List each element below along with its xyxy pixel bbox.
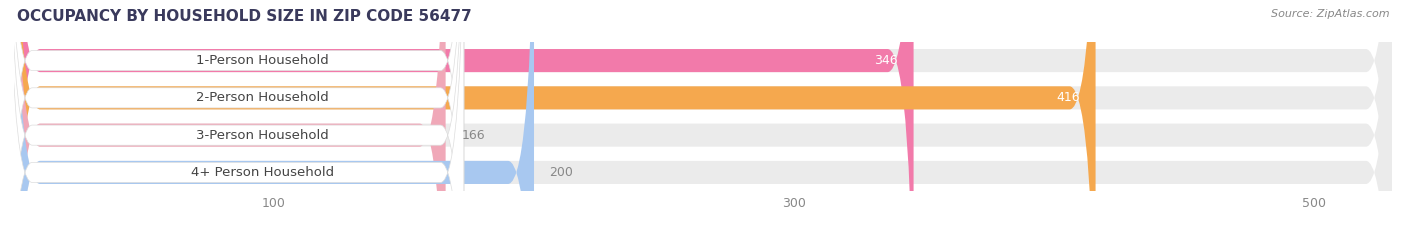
Text: 416: 416 (1056, 91, 1080, 104)
Text: 4+ Person Household: 4+ Person Household (191, 166, 333, 179)
Text: 2-Person Household: 2-Person Household (195, 91, 329, 104)
Text: Source: ZipAtlas.com: Source: ZipAtlas.com (1271, 9, 1389, 19)
Text: 1-Person Household: 1-Person Household (195, 54, 329, 67)
FancyBboxPatch shape (8, 0, 464, 233)
Text: OCCUPANCY BY HOUSEHOLD SIZE IN ZIP CODE 56477: OCCUPANCY BY HOUSEHOLD SIZE IN ZIP CODE … (17, 9, 471, 24)
FancyBboxPatch shape (8, 0, 464, 233)
FancyBboxPatch shape (8, 0, 464, 233)
FancyBboxPatch shape (14, 0, 914, 233)
FancyBboxPatch shape (14, 0, 1095, 233)
Text: 200: 200 (550, 166, 574, 179)
FancyBboxPatch shape (14, 0, 1392, 233)
FancyBboxPatch shape (14, 0, 534, 233)
Text: 166: 166 (461, 129, 485, 142)
Text: 346: 346 (875, 54, 898, 67)
FancyBboxPatch shape (8, 0, 464, 233)
FancyBboxPatch shape (14, 0, 446, 233)
FancyBboxPatch shape (14, 0, 1392, 233)
FancyBboxPatch shape (14, 0, 1392, 233)
FancyBboxPatch shape (14, 0, 1392, 233)
Text: 3-Person Household: 3-Person Household (195, 129, 329, 142)
